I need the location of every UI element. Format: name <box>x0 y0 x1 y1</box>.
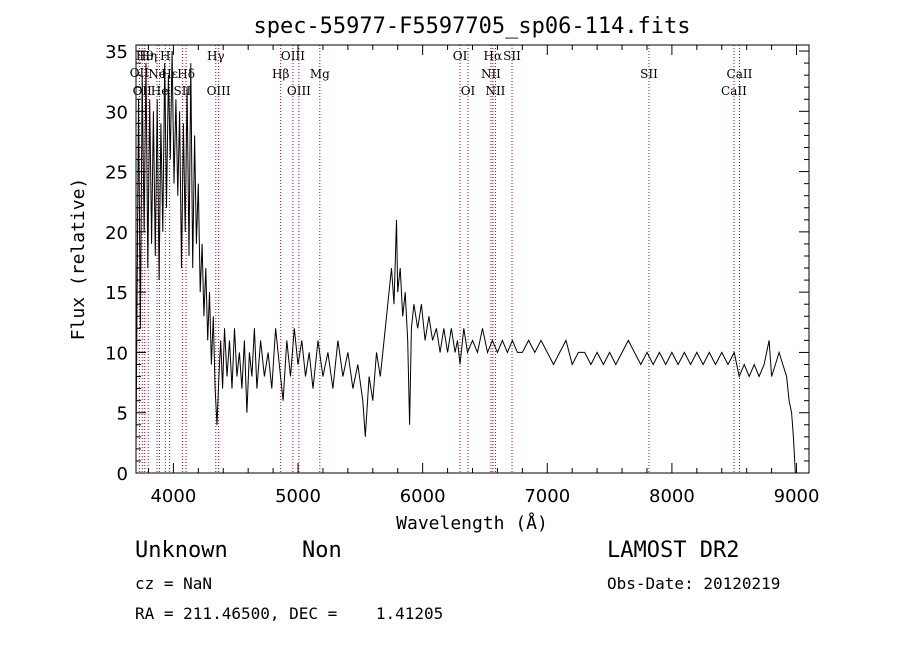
object-class: Unknown <box>135 538 228 563</box>
line-marker-label: OIII <box>287 84 311 98</box>
y-tick-label: 10 <box>105 343 128 364</box>
line-marker-label: CaII <box>727 67 753 81</box>
x-tick-label: 4000 <box>150 486 196 507</box>
object-subclass: Non <box>302 538 342 563</box>
line-marker-label: Hη <box>139 49 157 63</box>
y-tick-label: 30 <box>105 102 128 123</box>
y-tick-label: 15 <box>105 283 128 304</box>
line-marker-label: OIII <box>207 84 231 98</box>
line-marker-label: OII <box>130 66 150 80</box>
line-marker-label: OI <box>453 49 468 63</box>
x-tick-label: 8000 <box>649 486 695 507</box>
line-marker-label: Hα <box>484 49 503 63</box>
redshift-cz: cz = NaN <box>135 574 213 593</box>
line-marker-label: SII <box>640 67 658 81</box>
y-axis: 0 5 10 15 20 25 30 35 <box>105 42 809 485</box>
line-marker-label: Mg <box>310 67 330 81</box>
line-marker-label: Hβ <box>272 67 289 81</box>
line-markers <box>138 45 740 473</box>
x-tick-label: 6000 <box>400 486 446 507</box>
x-axis-label: Wavelength (Å) <box>396 512 548 534</box>
y-tick-label: 5 <box>117 404 128 425</box>
y-tick-label: 35 <box>105 42 128 63</box>
obs-date: Obs-Date: 20120219 <box>607 574 781 593</box>
line-marker-label: SII <box>503 49 521 63</box>
x-axis: 4000 5000 6000 7000 8000 9000 <box>147 45 820 507</box>
line-marker-label: Hγ <box>207 49 225 63</box>
line-marker-label: SII <box>174 84 192 98</box>
line-marker-label: NII <box>485 84 505 98</box>
line-marker-label: Ne <box>148 67 166 81</box>
spectrum-line <box>135 50 796 474</box>
line-marker-label: CaII <box>721 84 747 98</box>
line-marker-label: Hε <box>161 67 178 81</box>
coordinates: RA = 211.46500, DEC = 1.41205 <box>135 604 444 623</box>
x-tick-label: 7000 <box>524 486 570 507</box>
chart-title: spec-55977-F5597705_sp06-114.fits <box>253 14 690 39</box>
line-marker-label: NII <box>481 67 501 81</box>
x-tick-label: 9000 <box>774 486 820 507</box>
survey-name: LAMOST DR2 <box>607 538 740 563</box>
x-tick-label: 5000 <box>275 486 321 507</box>
y-tick-label: 20 <box>105 223 128 244</box>
line-marker-label: H <box>160 49 170 63</box>
y-tick-label: 0 <box>117 464 128 485</box>
line-marker-label: He <box>151 84 169 98</box>
line-marker-label: Hθ <box>136 49 154 63</box>
line-marker-label: OI <box>461 84 476 98</box>
line-marker-labels: OIIOIIHθHηNeHeHHεSIIHδHγOIIIHβOIIIOIIIMg… <box>130 49 753 98</box>
line-marker-label: Hδ <box>177 67 195 81</box>
line-marker-label: OIII <box>281 49 305 63</box>
y-axis-label: Flux (relative) <box>68 178 89 341</box>
plot-frame <box>135 44 810 474</box>
y-tick-label: 25 <box>105 163 128 184</box>
